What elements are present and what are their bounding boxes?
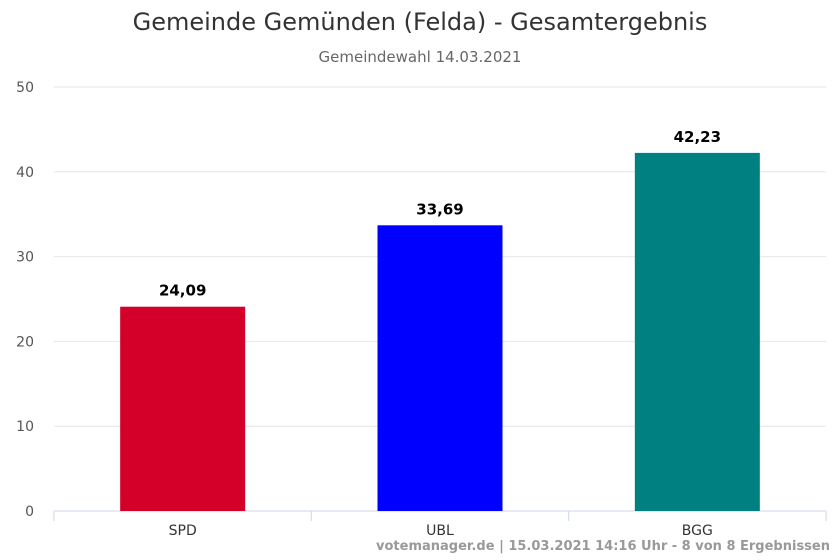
bar-bgg [634,152,760,512]
data-label: 42,23 [674,128,721,146]
chart-subtitle: Gemeindewahl 14.03.2021 [318,48,522,66]
bar-ubl [377,225,503,511]
x-tick-label: BGG [682,523,713,539]
chart-title: Gemeinde Gemünden (Felda) - Gesamtergebn… [132,8,708,36]
y-tick-label: 50 [16,80,34,96]
y-tick-label: 30 [16,250,34,266]
y-tick-label: 40 [16,165,34,181]
y-tick-label: 10 [16,419,34,435]
credits-text[interactable]: votemanager.de | 15.03.2021 14:16 Uhr - … [376,539,830,554]
data-label: 33,69 [416,200,463,218]
y-tick-label: 20 [16,334,34,350]
y-tick-label: 0 [25,504,34,520]
data-label: 24,09 [159,282,206,300]
x-tick-label: UBL [426,523,454,539]
x-tick-label: SPD [169,523,197,539]
bar-spd [120,306,246,511]
